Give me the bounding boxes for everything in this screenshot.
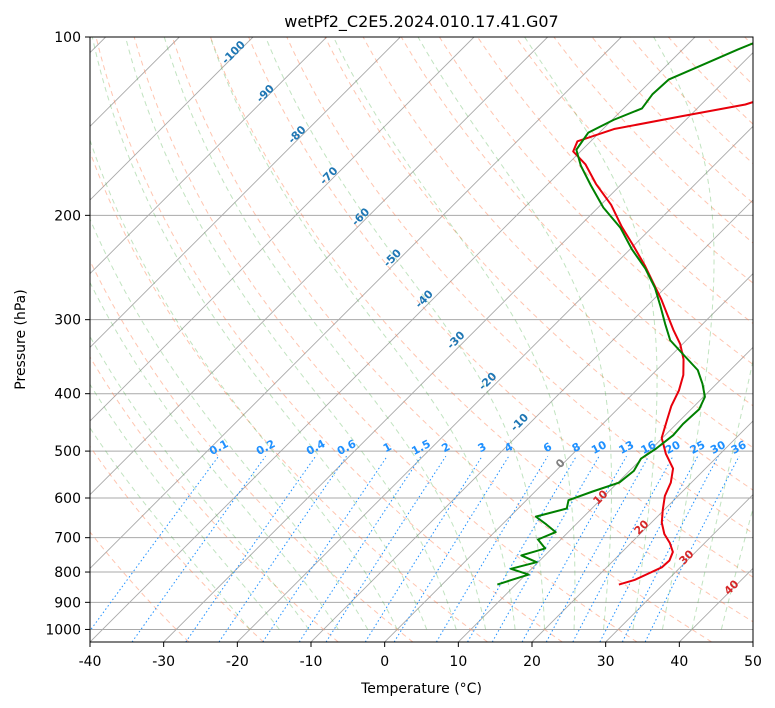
y-tick-label: 300 [54,313,81,329]
y-tick-label: 400 [54,387,81,403]
x-tick-label: -40 [79,654,102,670]
temperature-line [572,100,753,586]
dry-adiabat-line [90,531,190,642]
moist-adiabat-line [265,37,546,630]
moist-adiabat-line [524,37,658,630]
isotherm-line [90,37,401,348]
dry-adiabat-line [439,37,753,366]
mixing-ratio-label: 25 [688,438,708,457]
mixing-ratio-label: 20 [663,438,683,457]
mixing-ratio-line [90,455,220,632]
dry-adiabat-line [210,37,753,623]
dry-adiabat-line [90,150,488,642]
moist-adiabat-line [691,358,753,630]
x-tick-label: -30 [152,654,175,670]
plot-frame [89,36,754,643]
mixing-ratio-label: 30 [708,438,728,457]
y-axis-label: Pressure (hPa) [13,289,29,389]
moist-adiabat-line [91,37,428,630]
dry-adiabat-line [591,37,753,204]
mixing-ratio-line [218,455,347,642]
dry-adiabat-line [90,259,414,642]
x-tick-label: 20 [523,654,541,670]
mixing-ratio-line [644,455,740,642]
dry-adiabat-line [248,37,753,578]
mixing-ratio-label: 16 [639,438,659,457]
dry-adiabat-line [133,37,638,642]
y-tick-label: 1000 [45,622,81,638]
y-tick-label: 800 [54,565,81,581]
isotherm-line [458,346,753,642]
x-tick-label: -20 [226,654,249,670]
isotherm-line [237,125,753,642]
isotherm-line [90,37,254,201]
sounding-series [497,42,753,586]
isotherm-line [163,52,753,642]
mixing-ratio-line [393,455,510,642]
y-tick-label: 900 [54,595,81,611]
y-tick-label: 700 [54,531,81,547]
dry-adiabat-line [515,37,753,284]
x-tick-label: -10 [300,654,323,670]
isotherm-line [531,420,753,642]
dry-adiabat-line [629,37,753,165]
x-tick-label: 30 [597,654,615,670]
moist-adiabat-line [90,383,280,630]
x-tick-label: 0 [380,654,389,670]
isotherm-line [90,37,327,275]
x-axis-label: Temperature (°C) [360,681,482,697]
mixing-ratio-label: 10 [589,438,609,457]
y-tick-label: 100 [54,30,81,46]
mixing-ratio-line [467,455,577,642]
dry-adiabat-line [286,37,753,534]
moist-adiabat-line [90,427,251,630]
x-tick-label: 40 [670,654,688,670]
isotherm-line [90,37,696,642]
moist-adiabat-line [332,37,576,630]
y-tick-label: 500 [54,444,81,460]
dry-adiabat-line [90,356,339,642]
dewpoint-line [497,42,753,586]
mixing-ratio-line [521,455,627,642]
mixing-ratio-line [435,455,549,642]
isotherm-line [90,37,548,496]
isotherm-line [605,494,753,642]
isotherm-line [384,273,753,642]
dry-adiabat-line [171,37,712,642]
moist-adiabat-line [90,217,369,630]
axes: -40 -30 -20 -10 0 10 20 30 40 50 100 200 300 400 500 60… [45,30,762,670]
y-tick-label: 200 [54,208,81,224]
background-lines [90,37,753,642]
isotherm-line [310,199,753,642]
dry-adiabat-line [477,37,753,325]
moist-adiabat-line [163,37,487,630]
isotherm-line [90,37,622,569]
moist-adiabat-line [90,138,398,630]
mixing-ratio-line [185,455,317,642]
mixing-ratio-label: 13 [617,438,637,457]
x-tick-label: 50 [744,654,762,670]
dry-adiabat-line [553,37,753,244]
moist-adiabat-line [209,37,516,630]
x-tick-label: 10 [449,654,467,670]
mixing-ratio-line [545,455,650,642]
mixing-ratio-line [262,455,388,642]
moist-adiabat-line [417,37,613,630]
moist-adiabat-line [653,37,715,630]
y-tick-label: 600 [54,491,81,507]
moist-adiabat-line [125,37,457,630]
chart-title: wetPf2_C2E5.2024.010.17.41.G07 [284,12,558,32]
isotherm-line [90,37,475,422]
mixing-ratio-line [131,455,266,642]
mixing-ratio-label: 36 [729,438,749,457]
